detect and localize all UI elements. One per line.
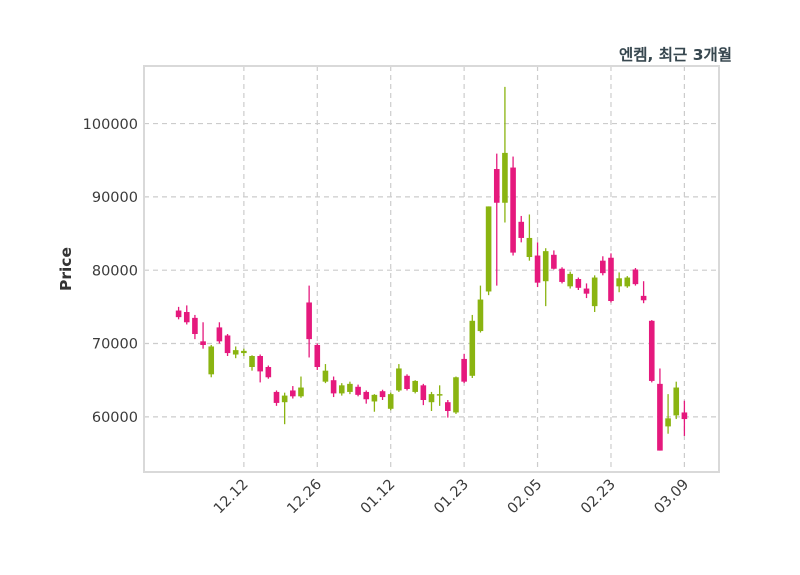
candle-body [461,358,467,382]
candle-body [379,391,386,398]
candle-body [453,377,459,413]
ticks-layer: 60000 70000 80000 90000 100000 12.12 12.26 01.1… [83,117,693,517]
candle-body [224,335,231,354]
y-tick-label: 100000 [83,117,138,133]
candle-body [648,320,655,381]
x-tick-label: 01.12 [358,477,399,518]
candle-body [469,320,476,376]
candle-body [387,394,394,409]
candle-body [632,269,639,285]
y-tick-label: 70000 [92,337,138,353]
candle-body [428,394,435,403]
candle-body [665,418,671,427]
candle-body [673,387,680,416]
candle-body [175,310,182,318]
candle-body [542,251,549,282]
candle-body [249,356,255,367]
plot-border [143,65,720,473]
candle-body [445,402,451,411]
candle-body [281,395,288,403]
candle-body [192,317,198,335]
candle-body [363,391,370,400]
candle-body [420,385,427,400]
candle-body [208,346,215,375]
candle-body [241,350,247,354]
candle-body [567,273,573,287]
candle-body [624,277,631,287]
candle-body [306,302,312,340]
y-tick-label: 80000 [92,263,138,279]
candle-body [200,341,206,346]
candle-body [412,380,418,392]
candle-body [551,254,557,269]
chart-title: 엔켐, 최근 3개월 [619,45,732,64]
candle-body [502,152,508,203]
candle-body [608,257,614,302]
candle-body [559,268,565,282]
grid-layer [144,66,719,472]
candle-body [600,260,606,274]
x-tick-label: 12.26 [284,477,325,518]
candle-body [404,375,410,389]
x-tick-label: 02.05 [505,477,546,518]
x-tick-label: 03.09 [652,477,693,518]
x-tick-label: 02.23 [578,477,619,518]
candle-body [371,394,378,402]
x-tick-label: 01.23 [431,477,472,518]
y-tick-label: 90000 [92,190,138,206]
candle-body [657,383,663,451]
candles-layer [175,86,688,451]
candle-body [534,255,541,283]
candle-body [681,412,688,420]
candle-body [216,327,223,342]
candle-body [485,206,492,292]
candle-body [616,278,622,287]
candle-body [583,288,590,294]
candle-body [330,380,337,394]
candle-body [355,386,361,395]
candle-body [640,295,647,301]
candle-body [322,370,329,382]
candle-body [265,366,272,378]
candle-body [314,345,321,367]
candle-body [526,237,533,258]
candle-body [396,368,402,391]
candle-body [493,169,500,203]
candle-body [518,221,525,238]
candle-body [436,394,443,396]
candle-body [338,385,345,394]
candle-body [298,387,304,397]
candle-body [290,390,296,397]
candle-body [575,279,582,288]
x-tick-label: 12.12 [211,477,252,518]
candle-body [257,356,263,372]
candle-body [347,383,353,392]
candle-body [510,167,516,253]
y-tick-label: 60000 [92,410,138,426]
candle-body [183,312,190,323]
candle-body [477,299,484,332]
candle-body [591,277,598,307]
candle-body [273,391,280,403]
candle-body [232,350,239,355]
y-axis-title: Price [57,247,75,291]
